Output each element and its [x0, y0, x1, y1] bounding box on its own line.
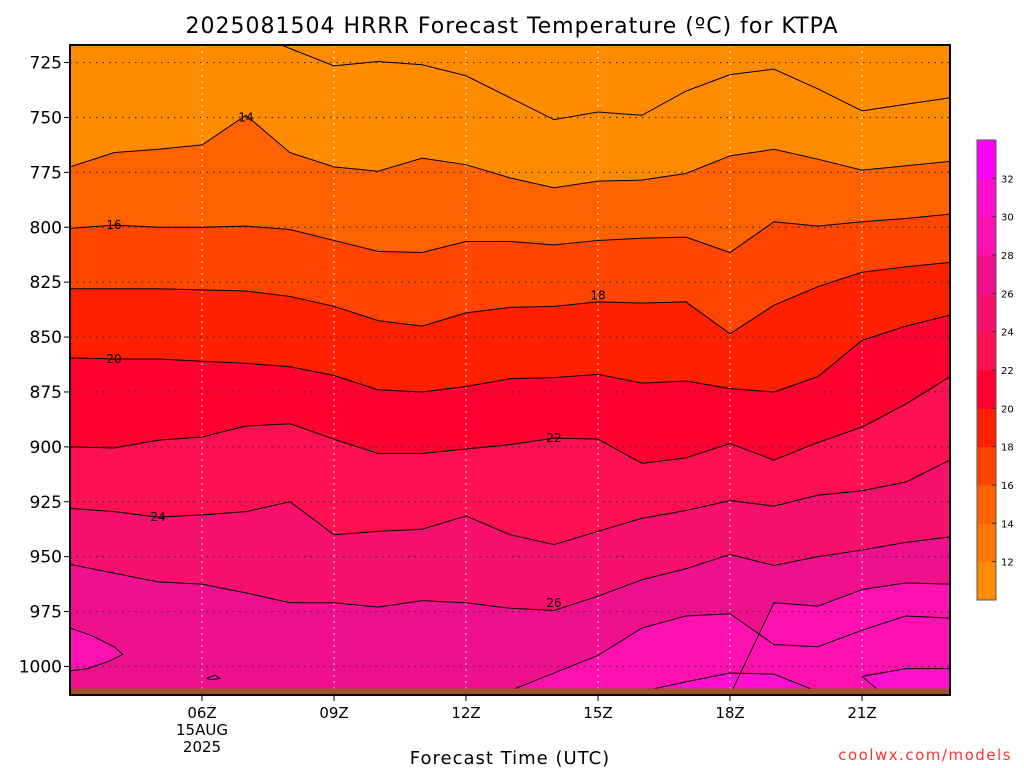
colorbar-label-30: 30 [1001, 213, 1014, 224]
colorbar-label-26: 26 [1001, 289, 1014, 300]
terrain-fill [70, 688, 950, 695]
colorbar-segment-0 [977, 561, 996, 601]
colorbar-segment-7 [977, 293, 996, 333]
colorbar-segment-3 [977, 446, 996, 486]
colorbar-label-32: 32 [1001, 174, 1014, 185]
colorbar-segment-9 [977, 216, 996, 256]
y-tick-label-850: 850 [30, 328, 62, 348]
contour-line-12-0 [232, 45, 950, 121]
colorbar-segment-6 [977, 331, 996, 371]
contour-line-30-12 [860, 668, 950, 695]
contour-label-18: 18 [590, 288, 605, 302]
contour-line-30-13 [206, 674, 221, 681]
y-tick-label-900: 900 [30, 438, 62, 458]
contour-line-28-9 [70, 627, 124, 672]
y-tick-label-750: 750 [30, 108, 62, 128]
plot-frame [69, 44, 951, 696]
y-tick-label-925: 925 [30, 493, 62, 513]
y-tick-label-725: 725 [30, 54, 62, 74]
contour-label-16: 16 [106, 218, 121, 232]
colorbar-label-22: 22 [1001, 366, 1014, 377]
y-tick-label-775: 775 [30, 163, 62, 183]
x-tick-label-06Z: 06Z [187, 704, 216, 722]
colorbar-label-18: 18 [1001, 443, 1014, 454]
chart-title: 2025081504 HRRR Forecast Temperature (ºC… [186, 14, 839, 39]
colorbar-label-14: 14 [1001, 519, 1014, 530]
x-tick-label-21Z: 21Z [847, 704, 876, 722]
contour-label-22: 22 [546, 431, 561, 445]
x-axis-label: Forecast Time (UTC) [410, 748, 610, 768]
contour-line-18-3 [70, 261, 950, 335]
contour-label-24: 24 [150, 510, 165, 524]
watermark-text: coolwx.com/models [838, 746, 1012, 764]
colorbar-segment-8 [977, 255, 996, 294]
plot-area: 14 16 18 20 22 24 26 [69, 44, 951, 696]
x-tick-label-18Z: 18Z [715, 704, 744, 722]
colorbar-label-16: 16 [1001, 481, 1014, 492]
temp-band-28-blob [496, 613, 950, 695]
colorbar-legend: 12 14 16 18 20 22 24 26 28 30 32 [976, 139, 1014, 601]
x-tick-label-09Z: 09Z [319, 704, 348, 722]
colorbar-label-28: 28 [1001, 251, 1014, 262]
contour-line-14-1 [70, 114, 950, 189]
contour-line-24-6 [70, 459, 950, 546]
plot-clip-group: 14 16 18 20 22 24 26 [70, 45, 950, 695]
y-tick-label-825: 825 [30, 273, 62, 293]
y-tick-label-975: 975 [30, 603, 62, 623]
x-tick-label-12Z: 12Z [451, 704, 480, 722]
y-axis: 725 750 775 800 825 850 875 900 925 950 975 1000 [19, 54, 70, 677]
colorbar-label-20: 20 [1001, 404, 1014, 415]
colorbar-segment-2 [977, 485, 996, 524]
y-tick-label-950: 950 [30, 548, 62, 568]
x-date-label: 15AUG [176, 721, 228, 739]
x-year-label: 2025 [183, 738, 221, 756]
contour-label-20: 20 [106, 352, 121, 366]
temp-band-28-blob [70, 628, 123, 671]
y-tick-label-800: 800 [30, 218, 62, 238]
contour-label-26: 26 [546, 596, 561, 610]
contour-line-28-8 [708, 582, 950, 695]
colorbar-label-12: 12 [1001, 558, 1014, 569]
colorbar-label-24: 24 [1001, 328, 1014, 339]
contour-line-26-7 [70, 536, 950, 611]
contour-line-28-10 [496, 613, 950, 695]
contour-line-16-2 [70, 213, 950, 254]
contour-line-20-4 [70, 314, 950, 393]
x-tick-label-15Z: 15Z [583, 704, 612, 722]
temp-band-12-top [70, 45, 950, 140]
colorbar-segment-5 [977, 370, 996, 409]
colorbar-segment-11 [977, 140, 996, 179]
colorbar-segment-4 [977, 408, 996, 448]
y-tick-label-875: 875 [30, 383, 62, 403]
colorbar-segment-1 [977, 523, 996, 563]
y-tick-label-1000: 1000 [19, 657, 62, 677]
contour-line-22-5 [70, 376, 950, 464]
colorbar-segment-10 [977, 178, 996, 218]
contour-label-14: 14 [238, 110, 253, 124]
